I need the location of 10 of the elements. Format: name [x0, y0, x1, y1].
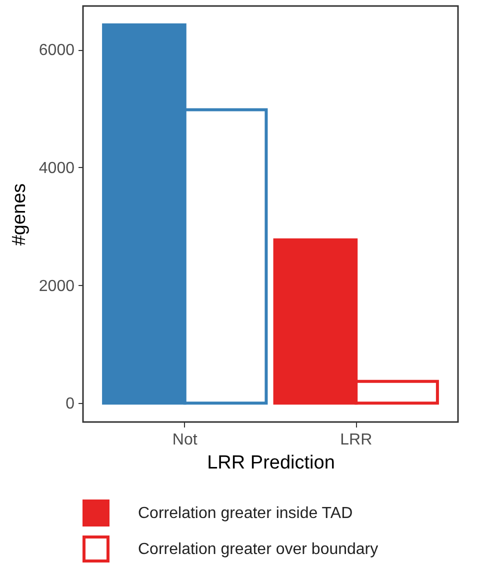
- x-tick-label: LRR: [340, 432, 372, 448]
- x-tick-label: Not: [172, 432, 198, 448]
- y-axis-title: #genes: [8, 183, 30, 246]
- legend-label: Correlation greater over boundary: [138, 541, 378, 558]
- y-tick-label: 2000: [38, 278, 75, 295]
- x-axis-title: LRR Prediction: [207, 452, 335, 474]
- y-tick-label: 6000: [38, 42, 75, 60]
- legend-label: Correlation greater inside TAD: [138, 505, 353, 522]
- y-tick-label: 0: [66, 396, 75, 413]
- y-tick-label: 4000: [38, 160, 75, 177]
